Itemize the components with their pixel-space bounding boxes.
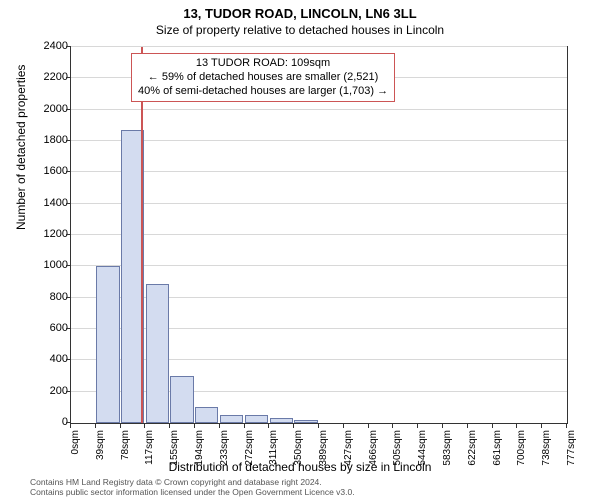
y-tick-label: 400 [28,353,68,365]
y-tick-label: 1800 [28,134,68,146]
annotation-line3: 40% of semi-detached houses are larger (… [138,85,388,99]
marker-line [141,47,143,423]
y-axis-label: Number of detached properties [14,65,28,230]
histogram-bar [270,418,294,423]
x-axis-label: Distribution of detached houses by size … [0,460,600,474]
y-tick-label: 200 [28,385,68,397]
chart-title: 13, TUDOR ROAD, LINCOLN, LN6 3LL [0,0,600,21]
y-tick-label: 2200 [28,71,68,83]
y-tick-label: 1400 [28,197,68,209]
footer-line2: Contains public sector information licen… [30,488,355,498]
annotation-box: 13 TUDOR ROAD: 109sqm ← 59% of detached … [131,53,395,102]
y-tick-label: 2000 [28,103,68,115]
y-tick-label: 2400 [28,40,68,52]
y-tick-label: 0 [28,416,68,428]
histogram-bar [245,415,269,423]
footer: Contains HM Land Registry data © Crown c… [30,478,355,498]
plot-area: 13 TUDOR ROAD: 109sqm ← 59% of detached … [70,46,568,424]
y-tick-label: 1200 [28,228,68,240]
histogram-bar [170,376,194,423]
histogram-bar [294,420,318,423]
y-tick-label: 800 [28,291,68,303]
chart-container: 13, TUDOR ROAD, LINCOLN, LN6 3LL Size of… [0,0,600,500]
histogram-bar [220,415,244,423]
histogram-bar [96,266,120,423]
y-tick-label: 1000 [28,259,68,271]
histogram-bar [146,284,170,423]
histogram-bar [195,407,219,423]
y-tick-label: 600 [28,322,68,334]
y-tick-label: 1600 [28,165,68,177]
chart-subtitle: Size of property relative to detached ho… [0,21,600,37]
annotation-line2: ← 59% of detached houses are smaller (2,… [138,71,388,85]
annotation-line1: 13 TUDOR ROAD: 109sqm [138,57,388,71]
